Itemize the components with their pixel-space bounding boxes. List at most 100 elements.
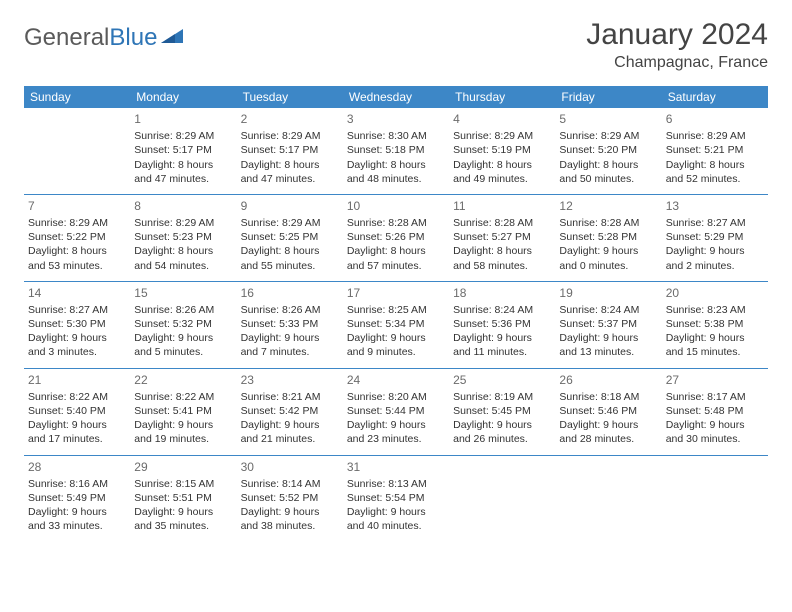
- cell-daylight2: and 17 minutes.: [28, 432, 126, 446]
- calendar-cell: 28Sunrise: 8:16 AMSunset: 5:49 PMDayligh…: [24, 455, 130, 541]
- cell-daylight1: Daylight: 9 hours: [347, 505, 445, 519]
- cell-sunset: Sunset: 5:17 PM: [134, 143, 232, 157]
- cell-sunset: Sunset: 5:27 PM: [453, 230, 551, 244]
- day-number: 30: [241, 459, 339, 475]
- cell-sunrise: Sunrise: 8:28 AM: [559, 216, 657, 230]
- cell-daylight1: Daylight: 9 hours: [453, 331, 551, 345]
- day-number: 28: [28, 459, 126, 475]
- cell-daylight2: and 38 minutes.: [241, 519, 339, 533]
- day-number: 19: [559, 285, 657, 301]
- calendar-cell: [24, 108, 130, 194]
- calendar-cell: 6Sunrise: 8:29 AMSunset: 5:21 PMDaylight…: [662, 108, 768, 194]
- cell-sunrise: Sunrise: 8:29 AM: [241, 129, 339, 143]
- cell-daylight2: and 47 minutes.: [241, 172, 339, 186]
- logo-part2: Blue: [109, 24, 157, 51]
- day-header: Wednesday: [343, 86, 449, 108]
- cell-daylight1: Daylight: 8 hours: [134, 244, 232, 258]
- day-number: 2: [241, 111, 339, 127]
- cell-daylight2: and 3 minutes.: [28, 345, 126, 359]
- cell-sunrise: Sunrise: 8:18 AM: [559, 390, 657, 404]
- cell-daylight1: Daylight: 9 hours: [134, 331, 232, 345]
- cell-daylight1: Daylight: 8 hours: [347, 158, 445, 172]
- day-header: Thursday: [449, 86, 555, 108]
- cell-sunset: Sunset: 5:52 PM: [241, 491, 339, 505]
- day-header: Monday: [130, 86, 236, 108]
- calendar-cell: 14Sunrise: 8:27 AMSunset: 5:30 PMDayligh…: [24, 281, 130, 368]
- day-number: 29: [134, 459, 232, 475]
- cell-daylight2: and 19 minutes.: [134, 432, 232, 446]
- cell-daylight1: Daylight: 8 hours: [559, 158, 657, 172]
- calendar-cell: 10Sunrise: 8:28 AMSunset: 5:26 PMDayligh…: [343, 194, 449, 281]
- cell-sunrise: Sunrise: 8:29 AM: [28, 216, 126, 230]
- cell-sunrise: Sunrise: 8:24 AM: [559, 303, 657, 317]
- calendar-row: 1Sunrise: 8:29 AMSunset: 5:17 PMDaylight…: [24, 108, 768, 194]
- calendar-body: 1Sunrise: 8:29 AMSunset: 5:17 PMDaylight…: [24, 108, 768, 541]
- cell-sunset: Sunset: 5:44 PM: [347, 404, 445, 418]
- cell-daylight1: Daylight: 9 hours: [666, 331, 764, 345]
- day-number: 17: [347, 285, 445, 301]
- calendar-cell: 8Sunrise: 8:29 AMSunset: 5:23 PMDaylight…: [130, 194, 236, 281]
- cell-sunset: Sunset: 5:26 PM: [347, 230, 445, 244]
- cell-daylight2: and 40 minutes.: [347, 519, 445, 533]
- calendar-row: 21Sunrise: 8:22 AMSunset: 5:40 PMDayligh…: [24, 368, 768, 455]
- cell-sunset: Sunset: 5:42 PM: [241, 404, 339, 418]
- calendar-cell: 24Sunrise: 8:20 AMSunset: 5:44 PMDayligh…: [343, 368, 449, 455]
- calendar-cell: 25Sunrise: 8:19 AMSunset: 5:45 PMDayligh…: [449, 368, 555, 455]
- calendar-row: 14Sunrise: 8:27 AMSunset: 5:30 PMDayligh…: [24, 281, 768, 368]
- calendar-cell: 1 Sunrise: 8:29 AMSunset: 5:17 PMDaylight…: [130, 108, 236, 194]
- day-number: 23: [241, 372, 339, 388]
- cell-daylight2: and 48 minutes.: [347, 172, 445, 186]
- cell-sunset: Sunset: 5:23 PM: [134, 230, 232, 244]
- calendar-cell: 15Sunrise: 8:26 AMSunset: 5:32 PMDayligh…: [130, 281, 236, 368]
- cell-daylight1: Daylight: 9 hours: [453, 418, 551, 432]
- calendar-cell: 23Sunrise: 8:21 AMSunset: 5:42 PMDayligh…: [237, 368, 343, 455]
- cell-sunrise: Sunrise: 8:26 AM: [134, 303, 232, 317]
- day-number: 12: [559, 198, 657, 214]
- calendar-cell: 26Sunrise: 8:18 AMSunset: 5:46 PMDayligh…: [555, 368, 661, 455]
- cell-daylight1: Daylight: 8 hours: [134, 158, 232, 172]
- day-number: 1: [134, 111, 232, 127]
- cell-sunset: Sunset: 5:29 PM: [666, 230, 764, 244]
- cell-sunset: Sunset: 5:54 PM: [347, 491, 445, 505]
- cell-daylight2: and 9 minutes.: [347, 345, 445, 359]
- calendar-cell: 21Sunrise: 8:22 AMSunset: 5:40 PMDayligh…: [24, 368, 130, 455]
- cell-sunrise: Sunrise: 8:24 AM: [453, 303, 551, 317]
- cell-daylight1: Daylight: 9 hours: [559, 418, 657, 432]
- calendar-cell: 16Sunrise: 8:26 AMSunset: 5:33 PMDayligh…: [237, 281, 343, 368]
- cell-sunrise: Sunrise: 8:13 AM: [347, 477, 445, 491]
- cell-sunrise: Sunrise: 8:28 AM: [453, 216, 551, 230]
- cell-sunrise: Sunrise: 8:26 AM: [241, 303, 339, 317]
- cell-daylight1: Daylight: 9 hours: [347, 331, 445, 345]
- calendar-cell: 17Sunrise: 8:25 AMSunset: 5:34 PMDayligh…: [343, 281, 449, 368]
- logo: GeneralBlue: [24, 24, 183, 52]
- cell-sunset: Sunset: 5:18 PM: [347, 143, 445, 157]
- month-title: January 2024: [586, 18, 768, 52]
- cell-sunset: Sunset: 5:37 PM: [559, 317, 657, 331]
- cell-daylight1: Daylight: 9 hours: [666, 418, 764, 432]
- cell-daylight2: and 47 minutes.: [134, 172, 232, 186]
- calendar-cell: 9Sunrise: 8:29 AMSunset: 5:25 PMDaylight…: [237, 194, 343, 281]
- cell-sunrise: Sunrise: 8:29 AM: [134, 216, 232, 230]
- cell-daylight1: Daylight: 8 hours: [241, 158, 339, 172]
- cell-sunset: Sunset: 5:36 PM: [453, 317, 551, 331]
- cell-daylight2: and 33 minutes.: [28, 519, 126, 533]
- cell-daylight1: Daylight: 8 hours: [28, 244, 126, 258]
- cell-sunset: Sunset: 5:32 PM: [134, 317, 232, 331]
- cell-sunrise: Sunrise: 8:22 AM: [28, 390, 126, 404]
- calendar-cell: 4Sunrise: 8:29 AMSunset: 5:19 PMDaylight…: [449, 108, 555, 194]
- calendar-cell: 18Sunrise: 8:24 AMSunset: 5:36 PMDayligh…: [449, 281, 555, 368]
- cell-sunrise: Sunrise: 8:27 AM: [28, 303, 126, 317]
- cell-daylight2: and 23 minutes.: [347, 432, 445, 446]
- cell-daylight2: and 52 minutes.: [666, 172, 764, 186]
- cell-daylight1: Daylight: 8 hours: [666, 158, 764, 172]
- day-number: 20: [666, 285, 764, 301]
- cell-sunset: Sunset: 5:38 PM: [666, 317, 764, 331]
- cell-sunset: Sunset: 5:40 PM: [28, 404, 126, 418]
- day-number: 14: [28, 285, 126, 301]
- cell-sunset: Sunset: 5:17 PM: [241, 143, 339, 157]
- location-label: Champagnac, France: [586, 54, 768, 72]
- cell-sunrise: Sunrise: 8:29 AM: [134, 129, 232, 143]
- calendar-cell: 3Sunrise: 8:30 AMSunset: 5:18 PMDaylight…: [343, 108, 449, 194]
- cell-daylight1: Daylight: 9 hours: [241, 331, 339, 345]
- day-header: Friday: [555, 86, 661, 108]
